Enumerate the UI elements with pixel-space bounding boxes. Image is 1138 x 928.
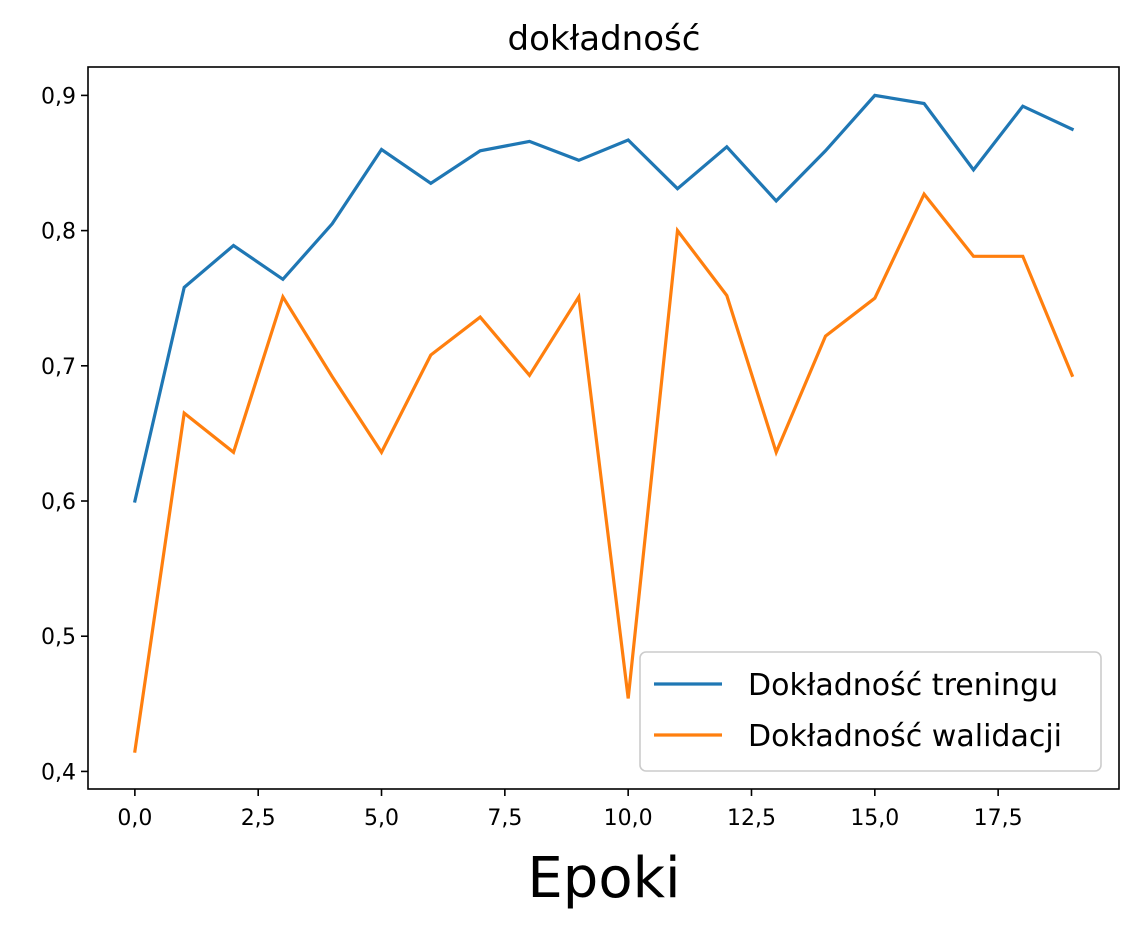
x-tick-label: 2,5 — [241, 806, 276, 831]
x-tick-label: 5,0 — [364, 806, 399, 831]
series-line-training — [132, 93, 1075, 503]
legend: Dokładność treningu Dokładność walidacji — [639, 651, 1102, 772]
x-tick-label: 15,0 — [850, 806, 899, 831]
y-tick-label: 0,5 — [41, 625, 76, 650]
y-tick-label: 0,4 — [41, 760, 76, 785]
plot-area-frame — [87, 66, 1120, 790]
x-tick-label: 17,5 — [974, 806, 1023, 831]
legend-label: Dokładność walidacji — [748, 719, 1062, 754]
series-line-validation — [133, 191, 1075, 753]
x-tick-label: 0,0 — [117, 806, 152, 831]
legend-label: Dokładność treningu — [748, 668, 1058, 703]
y-tick-label: 0,8 — [41, 220, 76, 245]
legend-box — [639, 651, 1102, 772]
chart-title: dokładność — [508, 19, 701, 59]
x-axis: 0,0 2,5 5,0 7,5 10,0 12,5 15,0 17,5 — [117, 789, 1023, 831]
y-tick-label: 0,6 — [41, 490, 76, 515]
series-layer — [132, 93, 1075, 753]
y-tick-label: 0,9 — [41, 84, 76, 109]
x-axis-label: Epoki — [527, 846, 680, 911]
x-tick-label: 7,5 — [487, 806, 522, 831]
x-tick-label: 10,0 — [604, 806, 653, 831]
x-tick-label: 12,5 — [727, 806, 776, 831]
y-axis: 0,4 0,5 0,6 0,7 0,8 0,9 — [41, 84, 88, 785]
y-tick-label: 0,7 — [41, 355, 76, 380]
